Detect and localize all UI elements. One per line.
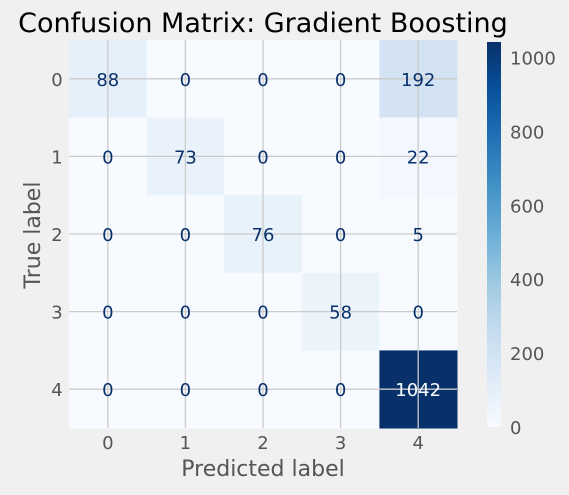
colorbar-tick-label: 400: [510, 270, 544, 291]
cell-value: 0: [335, 147, 346, 168]
cell-value: 0: [257, 147, 268, 168]
y-tick-label: 4: [51, 380, 62, 401]
x-tick-label: 2: [257, 433, 268, 454]
cell-value: 58: [329, 303, 352, 324]
cell-value: 88: [96, 70, 119, 91]
cell-value: 0: [102, 147, 113, 168]
colorbar-tick-label: 0: [510, 418, 521, 439]
cell-value: 76: [252, 225, 275, 246]
colorbar-tick-labels: 0 200 400 600 800 1000: [510, 49, 556, 439]
cell-value: 0: [102, 380, 113, 401]
x-axis-label: Predicted label: [181, 457, 344, 482]
x-tick-labels: 0 1 2 3 4: [102, 433, 424, 454]
cell-value: 0: [335, 225, 346, 246]
chart-title: Confusion Matrix: Gradient Boosting: [18, 8, 508, 39]
y-tick-label: 2: [51, 225, 62, 246]
cell-value: 0: [180, 225, 191, 246]
y-axis-label: True label: [21, 182, 46, 290]
cell-value: 0: [257, 70, 268, 91]
cell-value: 0: [335, 380, 346, 401]
colorbar: [487, 42, 501, 427]
cell-value: 0: [102, 303, 113, 324]
cell-value: 0: [335, 70, 346, 91]
cell-labels: 88 0 0 0 192 0 73 0 0 22 0 0 76 0 5 0 0 0 58 0 0 0 0 0 1042: [96, 70, 441, 401]
cell-value: 0: [180, 303, 191, 324]
cell-value: 1042: [395, 380, 441, 401]
cell-value: 0: [180, 380, 191, 401]
y-tick-labels: 0 1 2 3 4: [51, 70, 62, 401]
cell-value: 0: [180, 70, 191, 91]
colorbar-tick-label: 1000: [510, 49, 556, 70]
gridlines: [69, 40, 457, 428]
x-tick-label: 4: [412, 433, 423, 454]
x-tick-label: 0: [102, 433, 113, 454]
cell-value: 73: [174, 147, 197, 168]
cell-value: 0: [102, 225, 113, 246]
x-tick-label: 3: [335, 433, 346, 454]
x-tick-label: 1: [180, 433, 191, 454]
cell-value: 5: [412, 225, 423, 246]
colorbar-tick-label: 600: [510, 196, 544, 217]
cell-value: 0: [257, 303, 268, 324]
colorbar-tick-label: 800: [510, 122, 544, 143]
cell-value: 22: [407, 147, 430, 168]
y-tick-label: 1: [51, 147, 62, 168]
y-tick-label: 3: [51, 303, 62, 324]
cell-value: 0: [412, 303, 423, 324]
cell-value: 0: [257, 380, 268, 401]
y-tick-label: 0: [51, 70, 62, 91]
cell-value: 192: [401, 70, 435, 91]
colorbar-tick-label: 200: [510, 344, 544, 365]
